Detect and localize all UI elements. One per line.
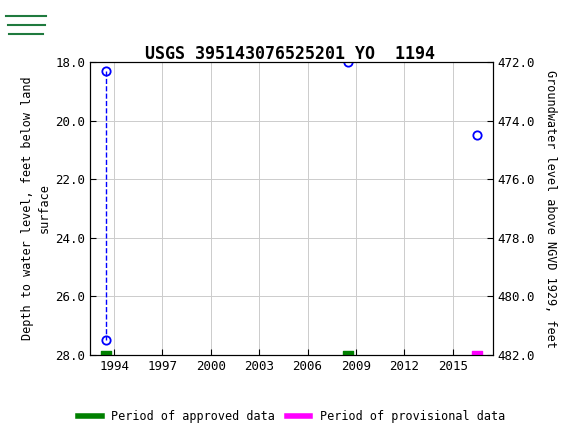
FancyBboxPatch shape [5, 3, 48, 42]
Y-axis label: Depth to water level, feet below land
surface: Depth to water level, feet below land su… [21, 77, 51, 341]
Y-axis label: Groundwater level above NGVD 1929, feet: Groundwater level above NGVD 1929, feet [543, 70, 557, 347]
Text: USGS: USGS [61, 11, 133, 34]
Legend: Period of approved data, Period of provisional data: Period of approved data, Period of provi… [78, 410, 505, 424]
Text: USGS 395143076525201 YO  1194: USGS 395143076525201 YO 1194 [145, 45, 435, 63]
